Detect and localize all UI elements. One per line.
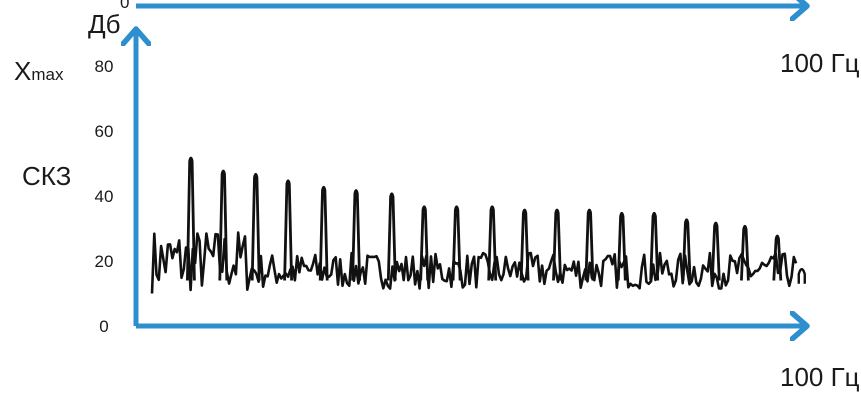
harmonic-peak-17: [710, 221, 721, 281]
spectrum-signal: [150, 156, 806, 294]
y-unit-label: Дб: [88, 9, 121, 39]
top-axis-frequency-label: 100 Гц: [780, 48, 860, 78]
y-tick-label-0: 0: [99, 317, 108, 336]
xmax-label-subscript: max: [31, 65, 64, 84]
harmonic-peak-12: [552, 208, 562, 281]
harmonic-peak-6: [351, 189, 361, 281]
harmonic-peak-8: [419, 205, 430, 281]
harmonic-peak-7: [386, 192, 397, 281]
harmonic-peak-15: [649, 211, 660, 281]
main-axes: [136, 30, 806, 326]
harmonic-peak-10: [487, 205, 498, 281]
harmonic-peak-9: [451, 205, 462, 281]
noise-floor-trace: [150, 231, 798, 294]
rms-label: СКЗ: [22, 161, 71, 191]
y-tick-label-60: 60: [95, 122, 114, 141]
y-tick-labels: 0 20 40 60 80: [95, 57, 114, 336]
harmonic-peak-13: [584, 208, 595, 281]
y-tick-label-20: 20: [95, 252, 114, 271]
harmonic-peak-18: [740, 224, 750, 281]
harmonic-peak-19: [772, 234, 783, 281]
harmonic-peak-16: [681, 218, 692, 281]
y-tick-label-40: 40: [95, 187, 114, 206]
x-unit-label: 100 Гц: [780, 362, 860, 392]
harmonic-peak-4: [283, 179, 293, 281]
harmonic-peak-1: [186, 156, 196, 281]
harmonic-peak-3: [250, 172, 261, 281]
harmonic-peak-5: [318, 185, 329, 281]
y-tick-label-80: 80: [95, 57, 114, 76]
top-axis-zero-label: 0: [120, 0, 129, 12]
harmonic-peak-2: [218, 169, 229, 281]
harmonic-peak-14: [616, 211, 627, 281]
top-axis: 0 100 Гц: [120, 0, 860, 78]
xmax-label: Xmax: [14, 56, 64, 86]
trailing-mark: [797, 267, 806, 284]
harmonic-peak-11: [519, 208, 530, 281]
xmax-label-main: X: [14, 56, 31, 86]
